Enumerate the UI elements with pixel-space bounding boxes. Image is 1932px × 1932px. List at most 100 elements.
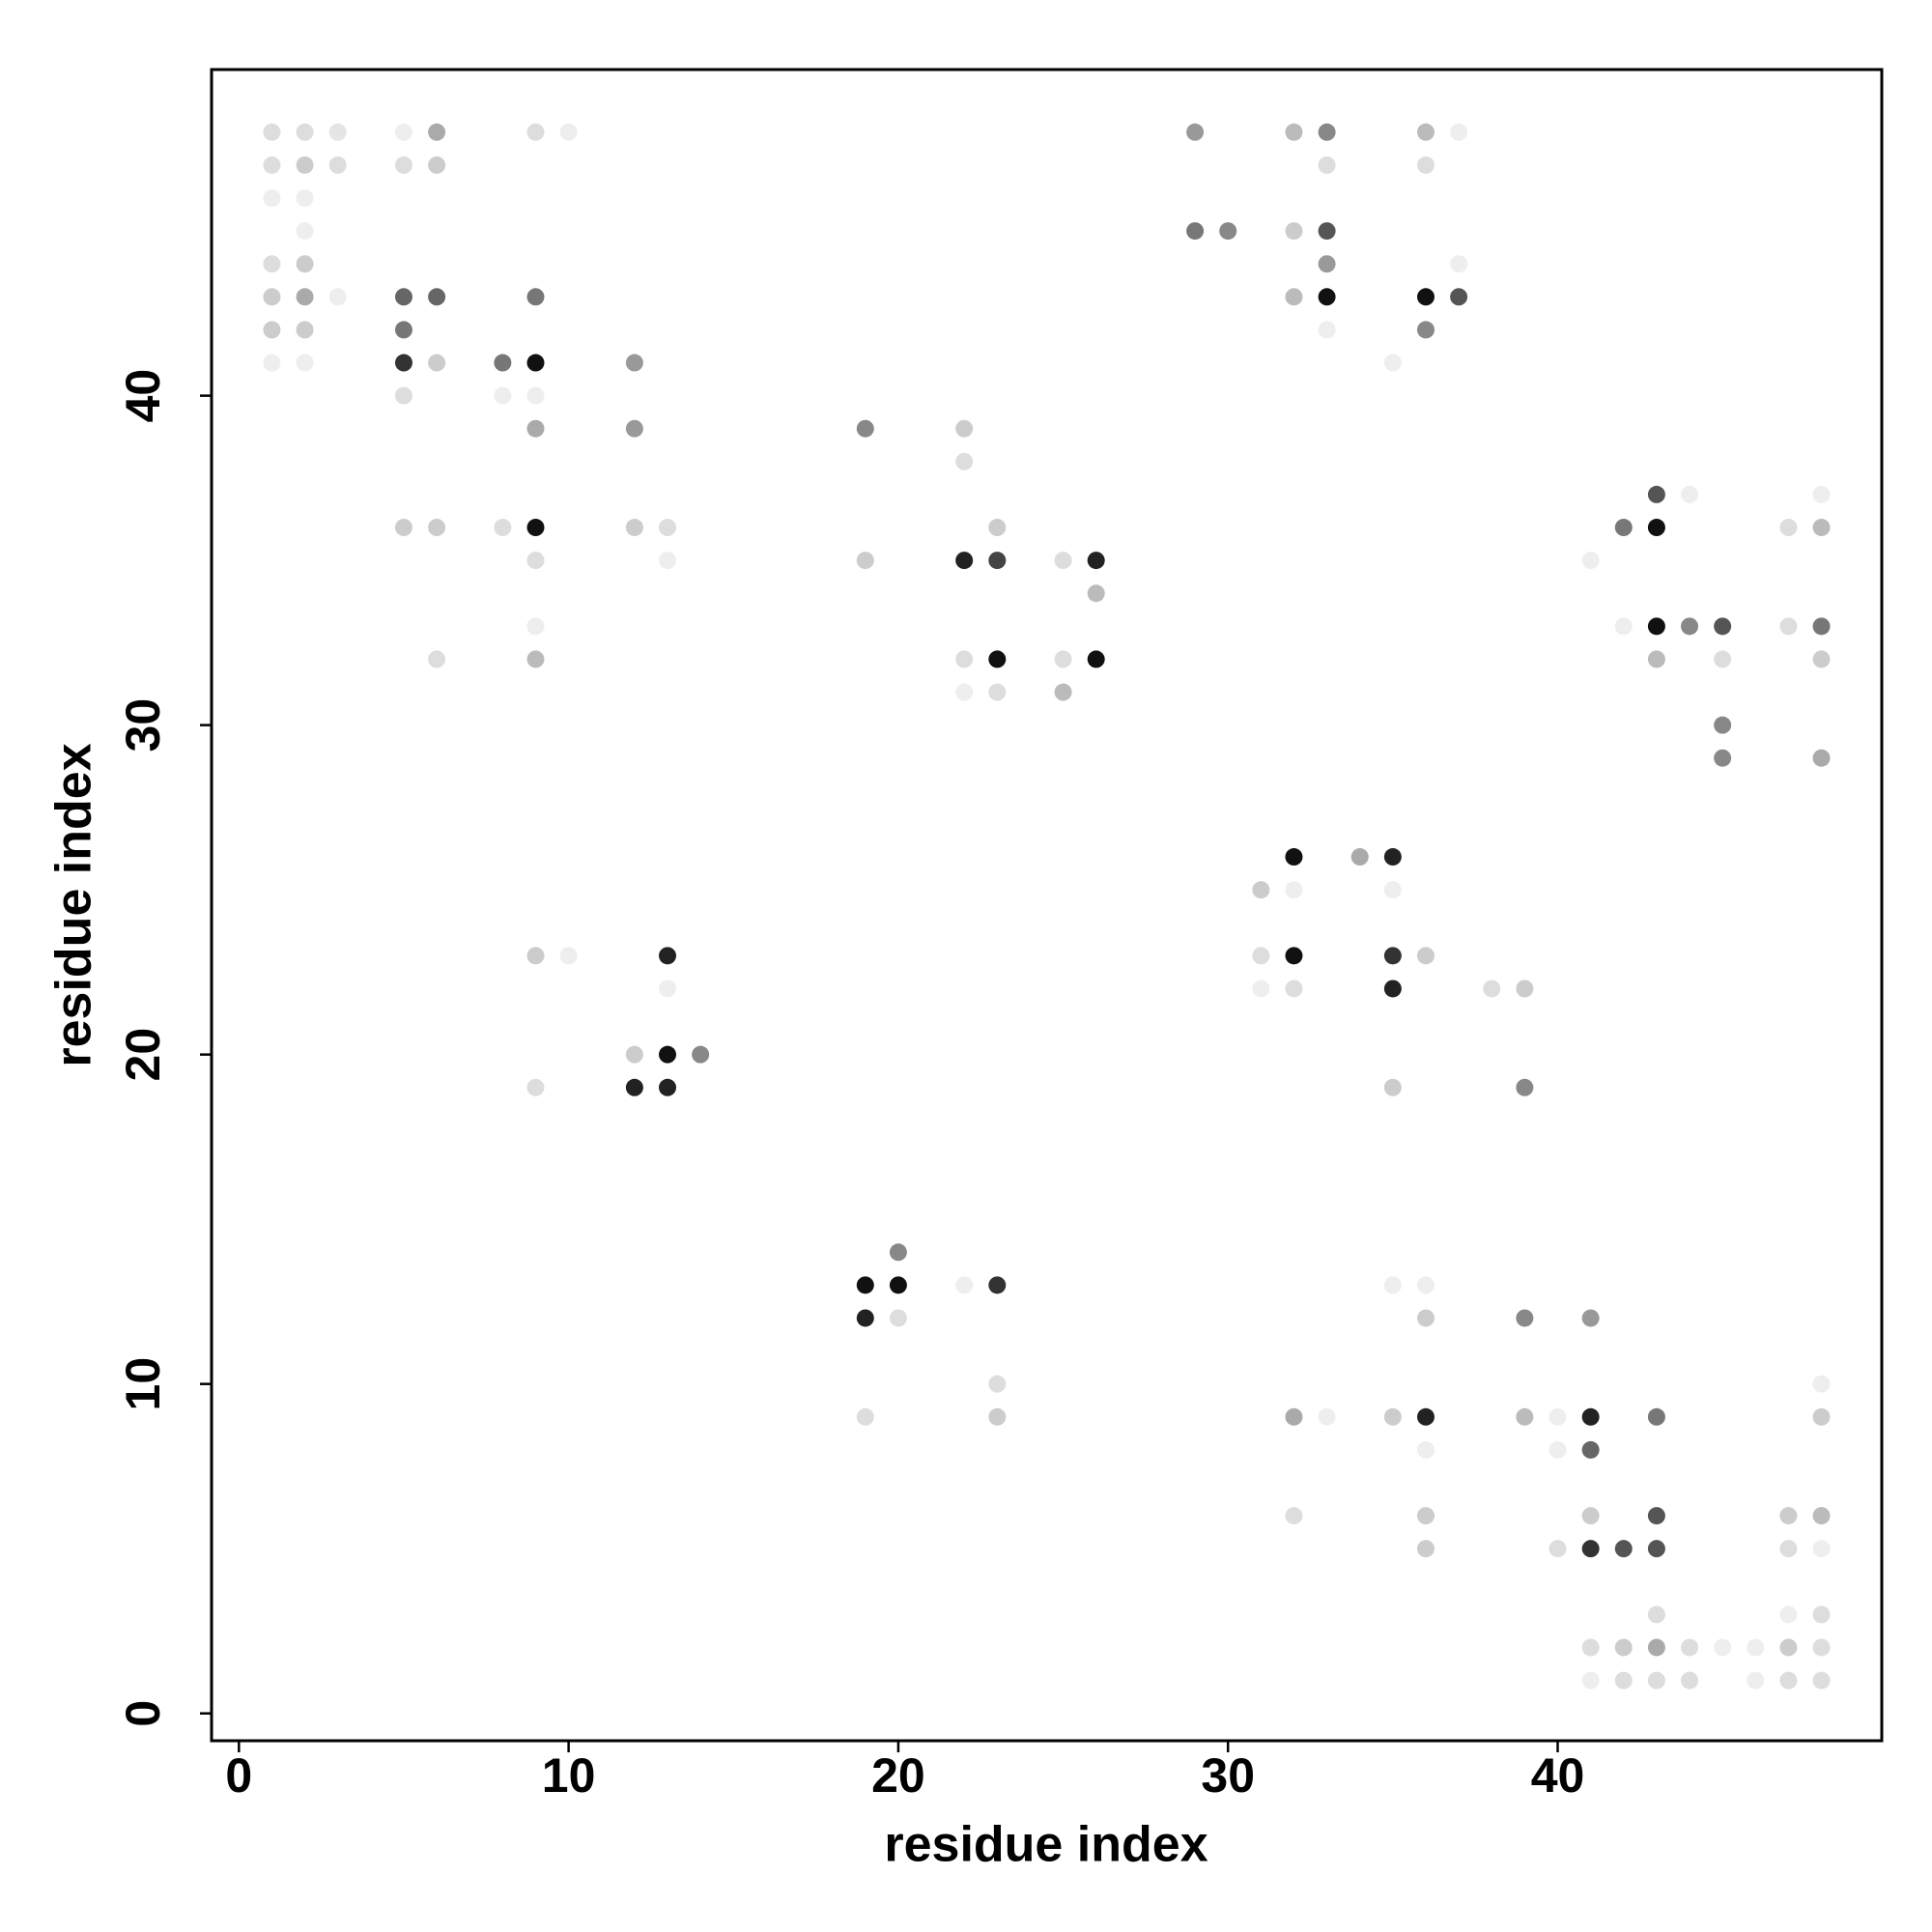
point — [1383, 947, 1402, 965]
point — [1548, 1540, 1567, 1558]
point — [1812, 1671, 1831, 1690]
point — [1812, 1375, 1831, 1393]
point — [1647, 519, 1665, 537]
point — [856, 552, 874, 570]
point — [625, 1078, 643, 1096]
point — [328, 156, 347, 174]
point — [526, 552, 545, 570]
point — [1285, 288, 1303, 306]
point — [659, 552, 677, 570]
point — [1714, 1638, 1732, 1657]
point — [1054, 552, 1072, 570]
point — [296, 288, 314, 306]
y-axis-title: residue index — [46, 743, 102, 1066]
point — [296, 321, 314, 339]
point — [296, 156, 314, 174]
point — [1285, 881, 1303, 899]
point — [428, 354, 446, 372]
point — [1581, 1671, 1600, 1690]
point — [1087, 552, 1105, 570]
point — [1812, 485, 1831, 503]
x-tick-label: 10 — [542, 1748, 596, 1803]
point — [494, 519, 512, 537]
point — [1186, 123, 1205, 141]
point — [1252, 980, 1270, 998]
point — [955, 683, 974, 701]
point — [1450, 255, 1468, 273]
point — [955, 650, 974, 668]
point — [1714, 617, 1732, 636]
point — [1087, 584, 1105, 603]
x-axis-title: residue index — [884, 1817, 1208, 1873]
point — [1450, 123, 1468, 141]
point — [1516, 1078, 1534, 1096]
point — [1581, 1407, 1600, 1426]
point — [526, 354, 545, 372]
point — [1383, 848, 1402, 867]
point — [1416, 321, 1435, 339]
point — [1581, 1540, 1600, 1558]
point — [1318, 288, 1336, 306]
point — [394, 519, 412, 537]
point — [263, 354, 281, 372]
point — [526, 386, 545, 405]
point — [526, 617, 545, 636]
point — [889, 1243, 907, 1262]
point — [1416, 1507, 1435, 1525]
point — [988, 519, 1007, 537]
point — [1779, 1605, 1798, 1624]
point — [263, 188, 281, 207]
point — [1647, 1638, 1665, 1657]
point — [1681, 1638, 1699, 1657]
point — [1779, 1507, 1798, 1525]
point — [1383, 980, 1402, 998]
point — [494, 386, 512, 405]
point — [1285, 222, 1303, 241]
point — [1054, 683, 1072, 701]
point — [955, 1276, 974, 1294]
point — [1416, 1540, 1435, 1558]
point — [692, 1045, 710, 1064]
point — [1416, 1440, 1435, 1459]
point — [1416, 288, 1435, 306]
point — [559, 947, 578, 965]
point — [1383, 1078, 1402, 1096]
point — [1681, 1671, 1699, 1690]
point — [428, 288, 446, 306]
x-tick-label: 20 — [871, 1748, 925, 1803]
point — [1581, 1309, 1600, 1327]
point — [856, 1407, 874, 1426]
point — [1285, 123, 1303, 141]
point — [1318, 321, 1336, 339]
point — [1779, 519, 1798, 537]
point — [659, 947, 677, 965]
point — [1779, 1638, 1798, 1657]
point — [1714, 650, 1732, 668]
point — [1416, 1309, 1435, 1327]
point — [1647, 1407, 1665, 1426]
point — [988, 1276, 1007, 1294]
point — [955, 552, 974, 570]
point — [988, 552, 1007, 570]
point — [428, 156, 446, 174]
point — [1516, 1407, 1534, 1426]
point — [1614, 617, 1633, 636]
point — [988, 1407, 1007, 1426]
point — [889, 1276, 907, 1294]
point — [988, 650, 1007, 668]
point — [1812, 1638, 1831, 1657]
point — [1416, 947, 1435, 965]
point — [1483, 980, 1501, 998]
point — [1219, 222, 1237, 241]
point — [1614, 1671, 1633, 1690]
point — [1812, 1407, 1831, 1426]
point — [1285, 947, 1303, 965]
point — [1647, 485, 1665, 503]
point — [988, 1375, 1007, 1393]
point — [1318, 255, 1336, 273]
point — [1812, 519, 1831, 537]
point — [889, 1309, 907, 1327]
point — [856, 1309, 874, 1327]
point — [1647, 1605, 1665, 1624]
